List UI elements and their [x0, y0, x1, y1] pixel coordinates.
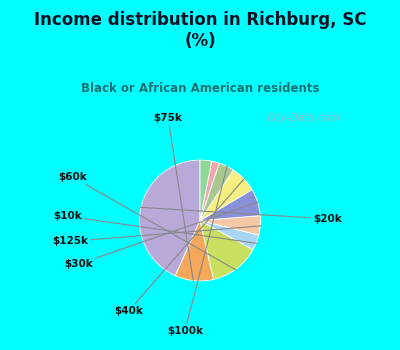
Wedge shape — [200, 220, 259, 250]
Text: Income distribution in Richburg, SC
(%): Income distribution in Richburg, SC (%) — [34, 11, 366, 50]
Wedge shape — [200, 163, 233, 220]
Wedge shape — [200, 161, 219, 220]
Text: $60k: $60k — [58, 172, 236, 270]
Wedge shape — [200, 216, 260, 235]
Wedge shape — [200, 220, 253, 279]
Text: $40k: $40k — [114, 178, 244, 316]
Wedge shape — [200, 190, 260, 220]
Text: $75k: $75k — [154, 113, 193, 281]
Text: $20k: $20k — [140, 207, 342, 224]
Text: $30k: $30k — [64, 202, 258, 269]
Wedge shape — [140, 160, 200, 276]
Wedge shape — [200, 170, 252, 220]
Text: City-Data.com: City-Data.com — [267, 113, 341, 123]
Text: $125k: $125k — [52, 226, 261, 246]
Text: Black or African American residents: Black or African American residents — [81, 82, 319, 95]
Text: $10k: $10k — [53, 211, 257, 243]
Wedge shape — [200, 160, 212, 220]
Text: $100k: $100k — [167, 166, 227, 336]
Wedge shape — [175, 220, 214, 281]
